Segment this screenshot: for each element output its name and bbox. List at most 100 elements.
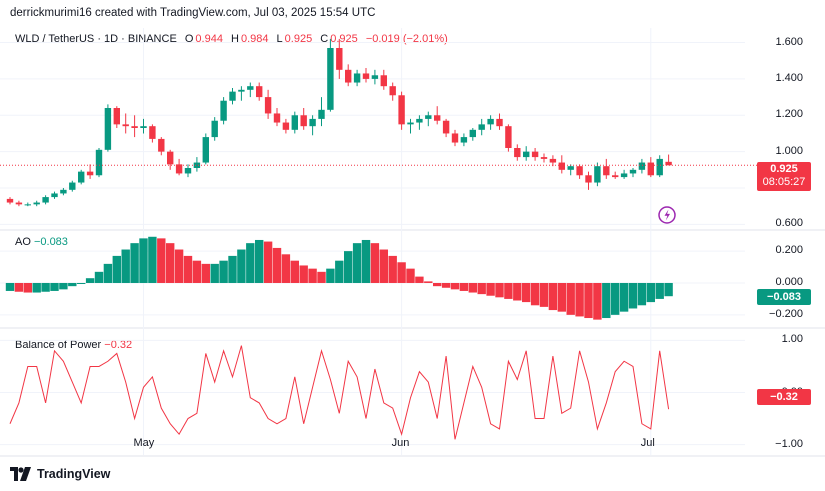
candle-body <box>184 168 192 174</box>
high-value: 0.984 <box>240 33 269 45</box>
candle-body <box>576 166 583 176</box>
last-price-badge: 0.925 08:05:27 <box>757 162 811 191</box>
ao-bar <box>139 238 148 283</box>
candle-body <box>567 166 574 170</box>
ao-bar <box>157 238 166 283</box>
candle <box>523 146 530 161</box>
high-key: H <box>231 33 239 45</box>
candle-body <box>665 161 672 166</box>
x-tick-label: Jul <box>640 437 655 449</box>
y-tick-label: −1.00 <box>775 437 803 450</box>
ao-bar <box>433 282 442 287</box>
symbol-label: WLD / TetherUS · 1D · BINANCE <box>15 33 177 45</box>
ao-bar <box>468 282 477 293</box>
y-tick-label: 1.600 <box>775 35 803 48</box>
candle <box>371 69 379 85</box>
ao-bar <box>77 282 86 284</box>
bop-title: Balance of Power <box>15 339 102 351</box>
close-key: C <box>320 33 329 45</box>
candle <box>122 113 129 134</box>
candle-body <box>505 126 512 148</box>
ao-bar <box>361 239 371 283</box>
ao-bar <box>255 239 264 283</box>
candle-body <box>585 175 592 183</box>
ao-bar <box>530 282 540 306</box>
candle <box>558 155 565 174</box>
ao-bar <box>495 282 504 298</box>
x-tick-label: May <box>133 437 155 449</box>
ao-bar <box>593 282 602 320</box>
ao-bar <box>174 249 184 283</box>
ao-bar <box>201 263 210 283</box>
ao-bar <box>548 282 558 311</box>
candle <box>505 124 512 152</box>
close-value: 0.925 <box>330 33 358 45</box>
y-tick-label: 0.200 <box>775 244 803 257</box>
candle <box>620 169 628 179</box>
candle <box>345 64 352 87</box>
candle <box>211 117 218 141</box>
candle-body <box>549 158 557 163</box>
candle <box>496 113 503 130</box>
change-value: −0.019 (−2.01%) <box>365 33 448 45</box>
candle <box>104 104 112 152</box>
ao-legend: AO −0.083 <box>15 236 68 248</box>
candle <box>585 171 592 190</box>
candle <box>638 158 646 174</box>
candle <box>149 124 156 143</box>
ao-bar <box>5 282 15 291</box>
ao-legend-value: −0.083 <box>33 236 68 248</box>
lightning-icon[interactable] <box>658 206 676 224</box>
candle-body <box>51 193 58 198</box>
ao-bar <box>41 282 50 292</box>
candle-body <box>193 162 201 168</box>
candle-body <box>15 202 23 205</box>
candle <box>407 118 414 134</box>
candle <box>282 118 290 134</box>
candle <box>478 118 485 136</box>
candle-body <box>247 86 254 90</box>
ao-bar <box>459 282 469 291</box>
y-tick-label: 0.600 <box>775 217 803 230</box>
candle-body <box>300 115 307 127</box>
ao-bar <box>557 282 566 312</box>
ao-bar <box>263 241 273 283</box>
candle <box>389 82 396 101</box>
ao-bar <box>272 247 282 283</box>
ao-bar <box>192 260 202 283</box>
candle-body <box>380 75 387 87</box>
candle <box>567 164 574 176</box>
ao-bar <box>335 260 344 283</box>
footer-brand: TradingView <box>37 467 111 481</box>
price-legend: WLD / TetherUS · 1D · BINANCE O 0.944 H 0.… <box>15 33 448 45</box>
ao-bar <box>14 282 24 292</box>
ao-bar <box>32 282 41 293</box>
candle-body <box>531 151 539 158</box>
candle-body <box>594 166 601 183</box>
ao-bar <box>637 282 647 306</box>
candle <box>425 111 432 127</box>
candle-body <box>42 197 49 203</box>
ao-bar <box>611 282 620 315</box>
candle-body <box>273 113 281 123</box>
tradingview-logo-icon <box>10 467 31 481</box>
x-tick-label: Jun <box>391 437 410 449</box>
candle-body <box>140 126 147 128</box>
ao-bar <box>504 282 513 299</box>
candle <box>336 38 343 79</box>
ao-bar <box>290 260 299 283</box>
ao-bar <box>522 282 531 303</box>
candle-body <box>33 202 40 205</box>
candle-body <box>60 189 67 194</box>
candle <box>113 106 120 128</box>
ao-bar <box>441 282 451 288</box>
ao-bar <box>94 271 104 283</box>
ao-bar <box>397 262 406 283</box>
candle <box>238 86 245 101</box>
candle-body <box>229 91 236 101</box>
candle <box>629 168 637 178</box>
y-tick-label: −0.200 <box>769 307 803 320</box>
tradingview-footer[interactable]: TradingView <box>10 467 110 481</box>
candle-body <box>86 171 94 176</box>
